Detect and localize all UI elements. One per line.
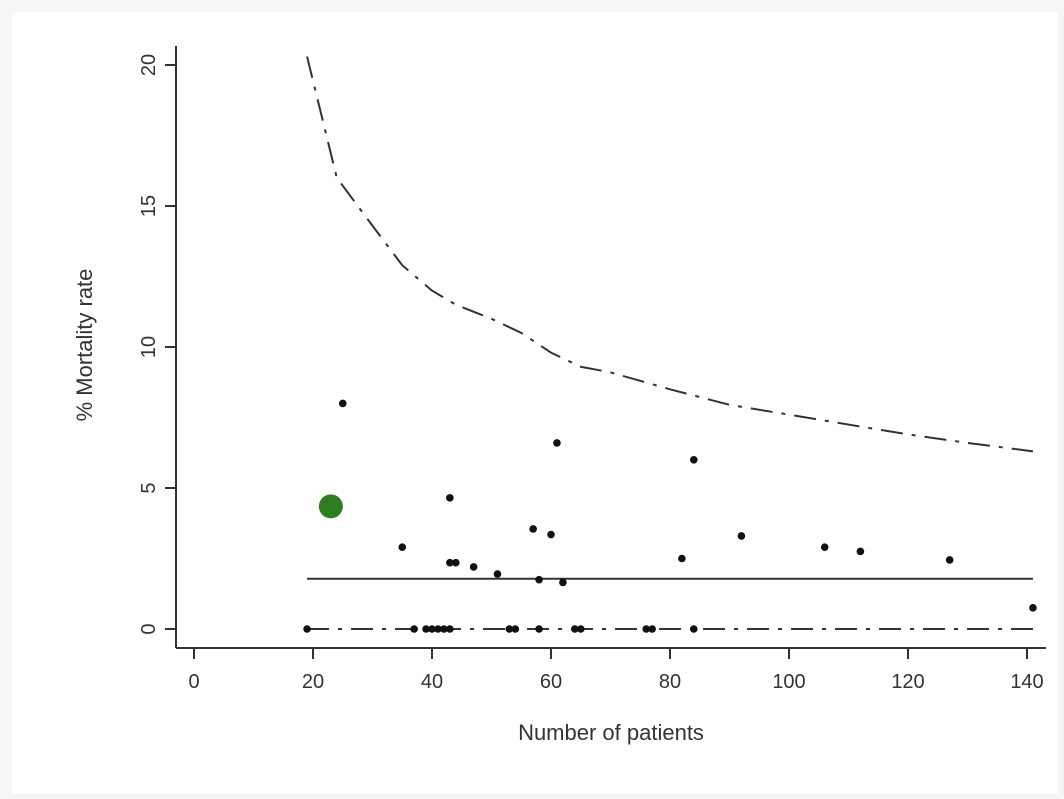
data-point [690,625,698,633]
y-tick-label: 20 [138,54,160,76]
data-point [469,563,478,571]
data-point [452,558,460,567]
y-tick-label: 0 [138,623,160,634]
y-tick-label: 5 [138,482,160,493]
data-point [428,625,436,633]
data-point [690,456,698,464]
data-point [820,543,829,552]
y-ticks: 0 5 10 15 20 [138,54,176,635]
x-tick-label: 60 [540,671,562,693]
data-point [547,530,555,539]
data-point [446,625,454,633]
chart-panel [12,12,1058,794]
data-point [737,532,746,540]
data-point [511,625,520,633]
data-point [856,547,865,556]
limit-lines [306,56,1034,630]
data-point [678,554,686,563]
data-point [535,625,543,633]
data-point [535,575,543,584]
data-points [303,399,1037,633]
x-tick-label: 80 [659,671,681,693]
data-point [559,578,567,587]
data-point [1029,604,1037,612]
x-tick-label: 20 [302,671,324,693]
data-point [642,625,650,633]
data-point [422,625,430,633]
data-point [410,625,418,633]
y-axis-title: % Mortality rate [72,269,97,422]
data-point [434,625,442,633]
data-point [576,625,585,633]
data-point [505,625,514,633]
x-tick-label: 40 [421,671,443,693]
data-point [648,625,656,633]
data-point [446,494,454,502]
y-tick-label: 10 [138,336,160,358]
upper-limit-line [306,56,1034,453]
x-tick-label: 0 [188,671,199,693]
data-point [440,625,448,633]
data-point [553,439,561,447]
data-point [529,525,537,533]
highlighted-point [318,494,343,519]
data-point [338,399,347,408]
x-tick-label: 120 [891,671,924,693]
data-point [446,558,454,567]
x-ticks: 0 20 40 60 80 100 120 140 [188,648,1044,693]
data-point [398,543,407,552]
data-point [945,556,954,564]
y-tick-label: 15 [138,195,160,217]
data-point [303,625,311,633]
axes-group [175,46,1046,649]
data-point [493,570,502,578]
data-point [571,625,579,633]
x-axis-title: Number of patients [518,720,704,745]
x-tick-label: 140 [1010,671,1043,693]
x-tick-label: 100 [772,671,805,693]
